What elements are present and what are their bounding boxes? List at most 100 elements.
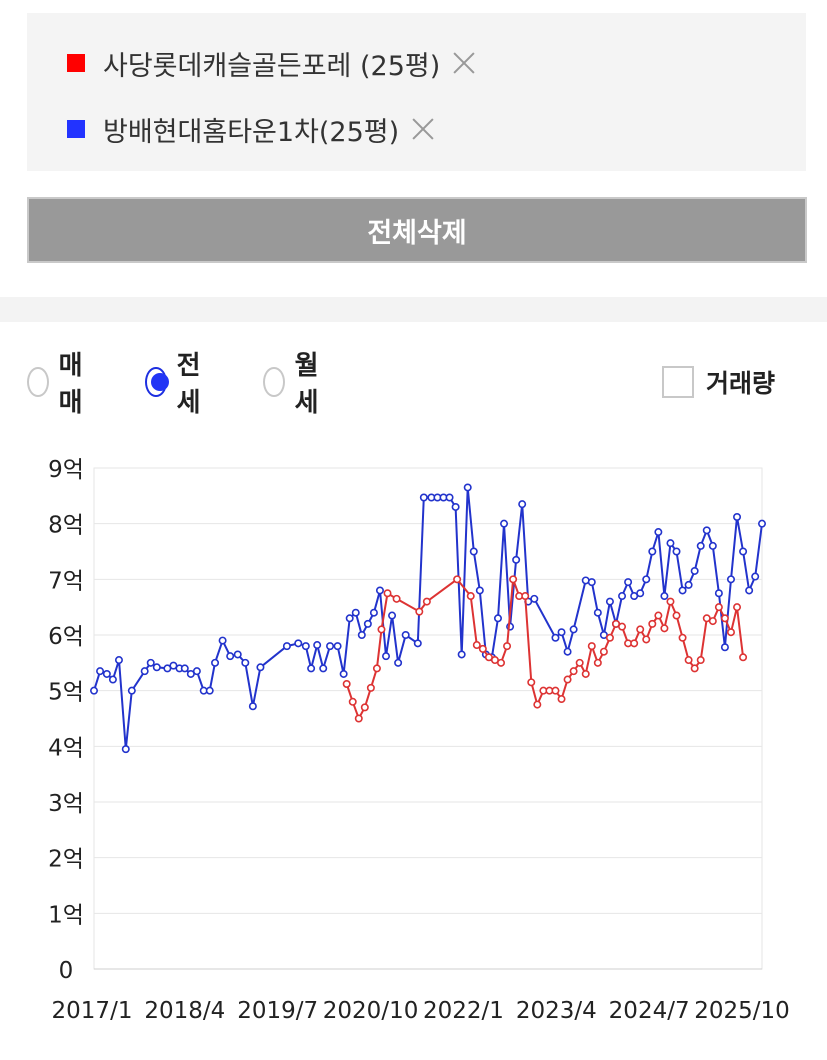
data-point bbox=[472, 641, 481, 650]
x-tick-label: 2019/7 bbox=[237, 998, 318, 1024]
data-point bbox=[475, 586, 484, 595]
data-point bbox=[527, 678, 536, 687]
data-point bbox=[469, 547, 478, 556]
data-point bbox=[648, 619, 657, 628]
y-tick-label: 3억 bbox=[48, 791, 84, 817]
data-point bbox=[636, 625, 645, 634]
data-point bbox=[248, 702, 257, 711]
y-tick-label: 5억 bbox=[48, 680, 84, 706]
data-point bbox=[294, 639, 303, 648]
data-point bbox=[605, 597, 614, 606]
radio-circle[interactable] bbox=[27, 367, 49, 397]
series-line-2 bbox=[345, 577, 745, 721]
data-point bbox=[642, 635, 651, 644]
data-point bbox=[599, 647, 608, 656]
data-point bbox=[503, 642, 512, 651]
data-point bbox=[360, 703, 369, 712]
data-point bbox=[233, 650, 242, 659]
data-point bbox=[152, 663, 161, 672]
data-point bbox=[500, 519, 509, 528]
x-tick-label: 2024/7 bbox=[609, 998, 690, 1024]
x-tick-label: 2018/4 bbox=[144, 998, 225, 1024]
close-icon[interactable] bbox=[450, 49, 478, 77]
data-point bbox=[333, 642, 342, 651]
y-tick-label: 6억 bbox=[48, 624, 84, 650]
data-point bbox=[690, 566, 699, 575]
data-point bbox=[192, 667, 201, 676]
data-point bbox=[684, 656, 693, 665]
data-point bbox=[563, 647, 572, 656]
trade-volume-checkbox[interactable]: 거래량 bbox=[662, 364, 775, 400]
data-point bbox=[466, 592, 475, 601]
data-point bbox=[593, 608, 602, 617]
data-point bbox=[307, 664, 316, 673]
data-point bbox=[351, 608, 360, 617]
data-point bbox=[733, 603, 742, 612]
data-point bbox=[375, 586, 384, 595]
data-point bbox=[557, 628, 566, 637]
data-point bbox=[301, 642, 310, 651]
y-tick-label: 0 bbox=[59, 958, 74, 984]
data-point bbox=[313, 641, 322, 650]
y-tick-label: 7억 bbox=[48, 568, 84, 594]
radio-sale[interactable]: 매매 bbox=[27, 351, 91, 418]
data-point bbox=[339, 669, 348, 678]
x-tick-label: 2022/1 bbox=[423, 998, 504, 1024]
data-point bbox=[751, 572, 760, 581]
delete-all-button[interactable]: 전체삭제 bbox=[27, 197, 807, 263]
data-point bbox=[696, 656, 705, 665]
data-point bbox=[660, 624, 669, 633]
data-point bbox=[241, 658, 250, 667]
data-point bbox=[453, 575, 462, 584]
data-point bbox=[733, 512, 742, 521]
x-tick-label: 2023/4 bbox=[516, 998, 597, 1024]
plot-area bbox=[93, 467, 763, 970]
data-point bbox=[648, 547, 657, 556]
y-tick-label: 2억 bbox=[48, 847, 84, 873]
checkbox-box[interactable] bbox=[662, 366, 694, 398]
data-point bbox=[605, 633, 614, 642]
x-tick-label: 2020/10 bbox=[323, 998, 419, 1024]
radio-circle[interactable] bbox=[263, 367, 285, 397]
data-point bbox=[282, 642, 291, 651]
data-point bbox=[702, 526, 711, 535]
data-point bbox=[512, 555, 521, 564]
data-point bbox=[518, 500, 527, 509]
x-tick-label: 2017/1 bbox=[52, 998, 133, 1024]
data-point bbox=[660, 592, 669, 601]
y-tick-label: 1억 bbox=[48, 902, 84, 928]
radio-circle-selected[interactable] bbox=[145, 367, 169, 397]
data-point bbox=[140, 667, 149, 676]
data-point bbox=[413, 639, 422, 648]
data-point bbox=[726, 575, 735, 584]
radio-monthly-rent[interactable]: 월세 bbox=[263, 351, 327, 418]
data-point bbox=[557, 695, 566, 704]
compare-item-1: 사당롯데캐슬골든포레 (25평) bbox=[67, 43, 478, 83]
data-point bbox=[392, 594, 401, 603]
data-point bbox=[726, 628, 735, 637]
data-point bbox=[654, 611, 663, 620]
data-point bbox=[551, 633, 560, 642]
radio-label: 전세 bbox=[176, 351, 201, 418]
close-icon[interactable] bbox=[409, 115, 437, 143]
data-point bbox=[382, 652, 391, 661]
compare-item-label: 사당롯데캐슬골든포레 (25평) bbox=[103, 50, 441, 82]
data-point bbox=[383, 589, 392, 598]
data-point bbox=[451, 502, 460, 511]
data-point bbox=[497, 658, 506, 667]
data-point bbox=[394, 658, 403, 667]
data-point bbox=[672, 611, 681, 620]
data-point bbox=[672, 547, 681, 556]
series-color-swatch bbox=[67, 54, 85, 72]
y-tick-label: 8억 bbox=[48, 513, 84, 539]
radio-label: 월세 bbox=[294, 351, 319, 418]
data-point bbox=[569, 625, 578, 634]
data-point bbox=[739, 547, 748, 556]
data-point bbox=[363, 619, 372, 628]
data-point bbox=[720, 614, 729, 623]
series-color-swatch bbox=[67, 120, 85, 138]
compare-list: 사당롯데캐슬골든포레 (25평) 방배현대홈타운1차(25평) bbox=[27, 13, 806, 171]
radio-jeonse[interactable]: 전세 bbox=[145, 351, 209, 418]
data-point bbox=[369, 608, 378, 617]
